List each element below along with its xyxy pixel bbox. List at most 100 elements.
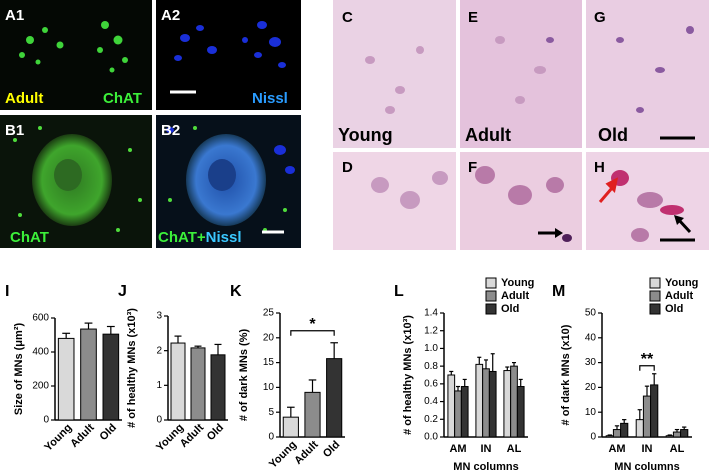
x-tick-label: IN [481,443,492,455]
bar [475,363,484,438]
bar [304,391,321,438]
y-tick-label: 3 [156,311,162,322]
panel-label: A2 [161,7,180,24]
y-tick-label: 0 [156,415,162,426]
legend-label: Old [665,303,683,315]
bar [170,342,186,421]
y-tick-label: 0.2 [424,414,438,425]
x-tick-label: AM [449,443,466,455]
y-tick-label: 0 [43,415,49,426]
y-tick-label: 20 [263,332,275,343]
panel-letter: M [552,283,565,300]
x-axis-label: MN columns [614,461,679,473]
panel-label: D [342,159,353,176]
x-tick-label: AL [507,443,522,455]
x-tick-label: Adult [178,421,207,450]
bar [460,386,469,438]
panel-label: F [468,159,477,176]
bar [454,390,462,438]
bar [190,347,206,421]
panel-caption: Nissl [252,90,288,107]
panel-caption: Old [598,125,628,145]
significance-bracket [639,365,655,371]
y-tick-label: 10 [585,407,597,418]
bar [503,370,512,438]
x-tick-label: Old [98,422,119,443]
legend-label: Old [501,303,519,315]
legend-swatch [485,290,497,302]
panel-label: G [594,9,606,26]
y-tick-label: 0.8 [424,361,438,372]
legend-label: Young [501,277,534,289]
y-tick-label: 30 [585,357,597,368]
panel-label: C [342,9,353,26]
y-tick-label: 15 [263,357,275,368]
bar [210,354,226,421]
legend-label: Adult [665,290,693,302]
y-tick-label: 1.0 [424,343,438,354]
y-tick-label: 1 [156,380,162,391]
image-a1 [0,0,152,110]
legend-label: Adult [501,290,529,302]
x-tick-label: AM [608,443,625,455]
bar [672,431,682,438]
bar [57,337,75,421]
significance-bracket [290,330,335,336]
y-tick-label: 2 [156,345,162,356]
y-tick-label: 600 [32,313,49,324]
bar [482,368,490,438]
panel-caption: ChAT [10,229,49,246]
bar [665,435,674,438]
bar [488,370,497,438]
y-tick-label: 0 [590,432,596,443]
bar [605,435,614,438]
legend-swatch [649,277,661,289]
bar [510,365,518,438]
y-axis-label: # of healthy MNs (x10³) [402,315,414,435]
y-tick-label: 400 [32,347,49,358]
bar [80,328,97,421]
image-a2 [156,0,301,110]
y-tick-label: 200 [32,381,49,392]
x-tick-label: Old [321,439,342,460]
y-tick-label: 1.4 [424,308,438,319]
x-tick-label: Adult [68,421,97,450]
significance-label: * [309,316,316,333]
bar [680,429,689,438]
image-b1 [0,115,152,248]
legend-swatch [649,290,661,302]
y-axis-label: Size of MNs (μm²) [13,323,25,416]
bar [620,422,629,438]
bar [642,395,652,438]
x-axis-label: MN columns [453,461,518,473]
y-axis-label: # of healthy MNs (x10³) [126,308,138,428]
image-b2 [156,115,301,248]
image-histology [333,0,709,250]
x-tick-label: Young [42,422,74,454]
bar [612,429,622,438]
bar [635,419,644,438]
significance-label: ** [641,351,654,368]
y-axis-label: # of dark MNs (x10) [560,324,572,425]
panel-caption: ChAT [103,90,142,107]
y-tick-label: 5 [268,407,274,418]
panel-letter: L [394,283,404,300]
y-tick-label: 40 [585,332,597,343]
caption-part: ChAT+ [158,229,206,246]
x-tick-label: Adult [292,438,321,467]
y-tick-label: 0.4 [424,396,438,407]
y-tick-label: 10 [263,382,275,393]
bar [102,333,120,421]
bar [282,416,299,438]
panel-label: B2 [161,122,180,139]
legend-swatch [485,303,497,315]
y-axis-label: # of dark MNs (%) [238,329,250,422]
x-tick-label: Old [205,422,226,443]
y-tick-label: 25 [263,308,275,319]
panel-letter: I [5,283,9,300]
legend-swatch [649,303,661,315]
panel-caption: Adult [465,125,511,145]
panel-label: E [468,9,478,26]
bar [326,358,343,438]
